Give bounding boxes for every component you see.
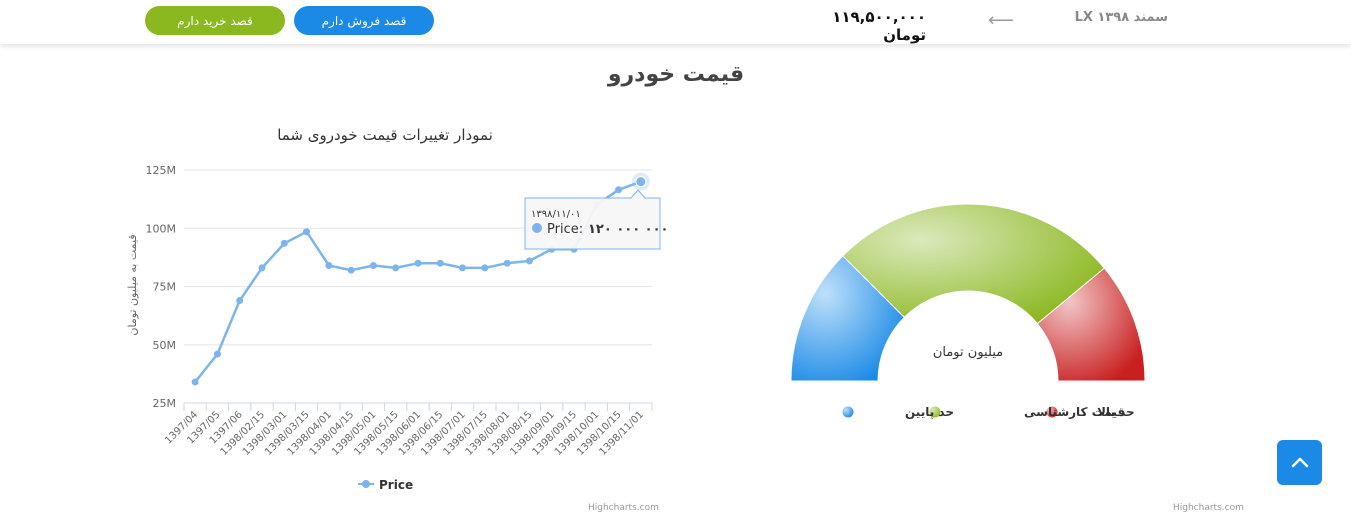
top-bar: قصد خرید دارم قصد فروش دارم ۱۱۹,۵۰۰,۰۰۰ … bbox=[0, 0, 1351, 44]
data-point[interactable] bbox=[615, 186, 623, 194]
buy-intent-button[interactable]: قصد خرید دارم bbox=[145, 6, 285, 35]
y-tick-label: 125M bbox=[146, 164, 177, 177]
data-point[interactable] bbox=[258, 264, 266, 272]
tooltip-date: ۱۳۹۸/۱۱/۰۱ bbox=[531, 209, 581, 220]
chevron-up-icon bbox=[1291, 457, 1308, 467]
line-chart-title: نمودار تغییرات قیمت خودروی شما bbox=[277, 126, 493, 144]
y-axis-label: قیمت به میلیون تومان bbox=[126, 234, 139, 335]
data-point[interactable] bbox=[303, 228, 311, 236]
tooltip-value: ۱۲۰ ۰۰۰ ۰۰۰ bbox=[588, 222, 668, 237]
gauge-center-label: میلیون تومان bbox=[933, 345, 1003, 360]
data-point[interactable] bbox=[392, 264, 400, 272]
y-tick-label: 100M bbox=[146, 222, 177, 235]
gauge-credit[interactable]: Highcharts.com bbox=[1173, 503, 1244, 513]
price-line-chart: 25M 50M 75M 100M 125M قیمت به میلیون تومان 1… bbox=[126, 164, 668, 492]
tooltip-label: Price: bbox=[547, 222, 583, 237]
tooltip-box bbox=[524, 189, 661, 250]
data-point[interactable] bbox=[481, 264, 489, 272]
data-point[interactable] bbox=[369, 262, 377, 270]
y-tick-label: 25M bbox=[153, 397, 177, 410]
tooltip-series-dot bbox=[532, 223, 542, 233]
car-price: ۱۱۹,۵۰۰,۰۰۰ تومان bbox=[832, 8, 926, 44]
data-point[interactable] bbox=[503, 259, 511, 267]
y-axis-ticks: 25M 50M 75M 100M 125M bbox=[146, 164, 177, 410]
data-point[interactable] bbox=[459, 264, 467, 272]
data-point[interactable] bbox=[213, 350, 221, 358]
line-chart-legend[interactable]: Price bbox=[358, 478, 413, 492]
legend-low-icon bbox=[842, 406, 854, 418]
data-point[interactable] bbox=[347, 266, 355, 274]
legend-high-icon bbox=[1046, 406, 1058, 418]
data-point[interactable] bbox=[414, 259, 422, 267]
car-name: سمند LX ۱۳۹۸ bbox=[1074, 10, 1168, 25]
arrow-left-icon: ⟵ bbox=[988, 10, 1014, 31]
x-axis-ticks: 1397/041397/051397/061398/02/151398/03/0… bbox=[163, 403, 653, 458]
data-point[interactable] bbox=[236, 296, 244, 304]
legend-series-name: Price bbox=[379, 478, 413, 492]
data-point[interactable] bbox=[280, 239, 288, 247]
scroll-to-top-button[interactable] bbox=[1277, 440, 1322, 485]
y-tick-label: 50M bbox=[153, 339, 177, 352]
legend-dot-icon bbox=[362, 480, 370, 488]
gauge-band-expert bbox=[842, 203, 1106, 325]
chart-tooltip: ۱۳۹۸/۱۱/۰۱ Price: ۱۲۰ ۰۰۰ ۰۰۰ bbox=[524, 189, 668, 250]
page-title: قیمت خودرو bbox=[607, 62, 745, 87]
data-point[interactable] bbox=[525, 257, 533, 265]
y-tick-label: 75M bbox=[153, 281, 177, 294]
legend-expert-icon bbox=[929, 406, 941, 418]
grid-lines bbox=[184, 169, 652, 346]
data-point[interactable] bbox=[325, 262, 333, 270]
gauge-band-high bbox=[1036, 267, 1146, 382]
sell-intent-button[interactable]: قصد فروش دارم bbox=[294, 6, 434, 35]
legend-low-label: حد پایین bbox=[905, 405, 954, 419]
chart-credit[interactable]: Highcharts.com bbox=[588, 503, 659, 513]
legend-expert-label: قیمت کارشناسی bbox=[1024, 405, 1125, 419]
data-point[interactable] bbox=[436, 259, 444, 267]
legend-high-label: حد بالا bbox=[1097, 405, 1135, 419]
data-point[interactable] bbox=[191, 378, 199, 386]
price-gauge-chart: میلیون تومان حد بالا قیمت کارشناسی حد پا… bbox=[790, 203, 1146, 419]
data-point[interactable] bbox=[635, 176, 647, 188]
gauge-legend[interactable]: حد بالا قیمت کارشناسی حد پایین bbox=[842, 405, 1135, 419]
